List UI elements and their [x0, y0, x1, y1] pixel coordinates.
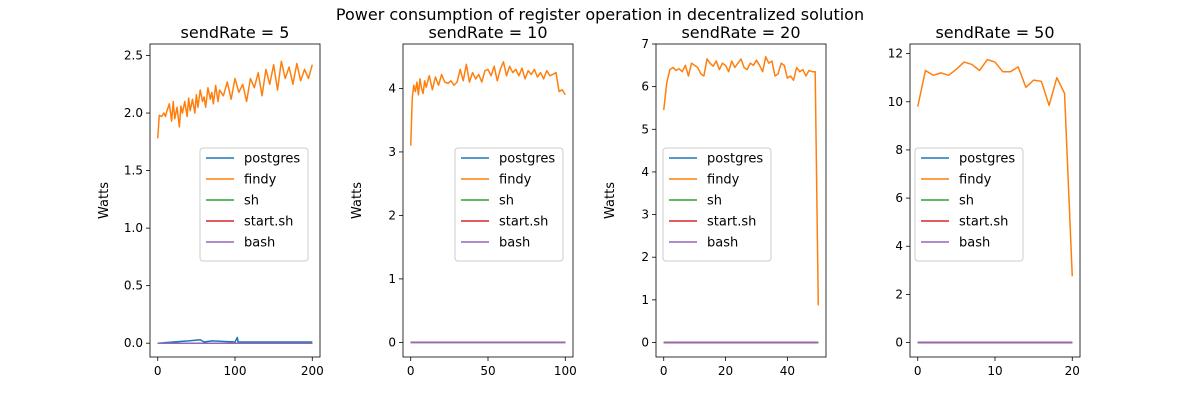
legend-label: start.sh — [244, 215, 293, 230]
y-tick-label: 4 — [641, 165, 649, 179]
y-tick-label: 10 — [888, 95, 903, 109]
y-tick-label: 6 — [895, 191, 903, 205]
legend-label: findy — [959, 173, 992, 188]
y-tick-label: 2.0 — [124, 106, 143, 120]
y-tick-label: 2 — [641, 250, 649, 264]
y-axis-label: Watts — [603, 182, 618, 219]
legend: postgres findy sh start.sh bash — [454, 147, 564, 262]
y-tick-label: 3 — [388, 145, 396, 159]
series-line-findy — [409, 61, 566, 146]
legend: postgres findy sh start.sh bash — [914, 147, 1024, 262]
legend-label: sh — [959, 194, 974, 209]
y-tick-label: 0.0 — [124, 336, 143, 350]
subplot-4: sendRate = 50 0 10 20 0 2 4 6 8 10 12 postgres findy… — [888, 23, 1081, 378]
legend-label: sh — [499, 194, 514, 209]
y-tick-label: 2.5 — [124, 49, 143, 63]
y-tick-label: 1 — [388, 272, 396, 286]
x-tick-label: 20 — [718, 364, 733, 378]
subplot-3: sendRate = 20 0 20 40 0 1 2 3 4 5 6 7 Watts postgres f… — [603, 23, 827, 378]
legend: postgres findy sh start.sh bash — [662, 147, 772, 262]
legend-label: bash — [499, 236, 530, 251]
y-tick-label: 0.5 — [124, 279, 143, 293]
series-line-findy — [662, 56, 820, 306]
y-axis-label: Watts — [97, 182, 112, 219]
x-tick-label: 100 — [554, 364, 577, 378]
legend-box — [454, 147, 564, 262]
x-tick-label: 0 — [407, 364, 415, 378]
legend-label: findy — [244, 173, 277, 188]
legend: postgres findy sh start.sh bash — [199, 147, 309, 262]
legend-label: start.sh — [499, 215, 548, 230]
y-axis-label: Watts — [350, 182, 365, 219]
x-tick-label: 200 — [301, 364, 324, 378]
y-tick-label: 2 — [895, 287, 903, 301]
y-tick-label: 4 — [388, 81, 396, 95]
subplot-1: sendRate = 5 0 100 200 0.0 0.5 1.0 1.5 2.0 2.5 Wat… — [97, 23, 324, 378]
x-tick-label: 20 — [1065, 364, 1080, 378]
axes-frame — [655, 43, 827, 358]
subplot-2: sendRate = 10 0 50 100 0 1 2 3 4 Watts postgres fin… — [350, 23, 577, 378]
legend-label: bash — [244, 236, 275, 251]
legend-box — [914, 147, 1024, 262]
legend-label: findy — [499, 173, 532, 188]
x-tick-label: 40 — [780, 364, 795, 378]
legend-label: postgres — [959, 152, 1015, 167]
figure-title: Power consumption of register operation … — [335, 5, 865, 24]
subplot-title: sendRate = 5 — [181, 23, 290, 42]
legend-label: postgres — [707, 152, 763, 167]
x-tick-label: 100 — [224, 364, 247, 378]
legend-label: start.sh — [707, 215, 756, 230]
y-tick-label: 1.5 — [124, 164, 143, 178]
legend-label: postgres — [244, 152, 300, 167]
legend-label: bash — [707, 236, 738, 251]
y-tick-label: 0 — [895, 336, 903, 350]
x-tick-label: 10 — [987, 364, 1002, 378]
y-tick-label: 1.0 — [124, 221, 143, 235]
series-line-findy — [156, 60, 313, 139]
legend-label: findy — [707, 173, 740, 188]
y-tick-label: 0 — [641, 336, 649, 350]
y-tick-label: 12 — [888, 47, 903, 61]
y-tick-label: 8 — [895, 143, 903, 157]
series-line-postgres — [157, 336, 313, 344]
subplot-title: sendRate = 10 — [428, 23, 547, 42]
legend-label: start.sh — [959, 215, 1008, 230]
x-tick-label: 0 — [660, 364, 668, 378]
y-tick-label: 3 — [641, 208, 649, 222]
legend-box — [662, 147, 772, 262]
y-tick-label: 5 — [641, 122, 649, 136]
legend-box — [199, 147, 309, 262]
x-tick-label: 0 — [154, 364, 162, 378]
series-line-findy — [916, 58, 1074, 277]
y-tick-label: 4 — [895, 239, 903, 253]
subplot-title: sendRate = 50 — [935, 23, 1054, 42]
y-tick-label: 7 — [641, 37, 649, 51]
y-tick-label: 6 — [641, 80, 649, 94]
legend-label: sh — [707, 194, 722, 209]
y-tick-label: 1 — [641, 293, 649, 307]
legend-label: postgres — [499, 152, 555, 167]
x-tick-label: 50 — [480, 364, 495, 378]
y-tick-label: 0 — [388, 335, 396, 349]
subplot-title: sendRate = 20 — [681, 23, 800, 42]
x-tick-label: 0 — [914, 364, 922, 378]
legend-label: bash — [959, 236, 990, 251]
y-tick-label: 2 — [388, 208, 396, 222]
legend-label: sh — [244, 194, 259, 209]
